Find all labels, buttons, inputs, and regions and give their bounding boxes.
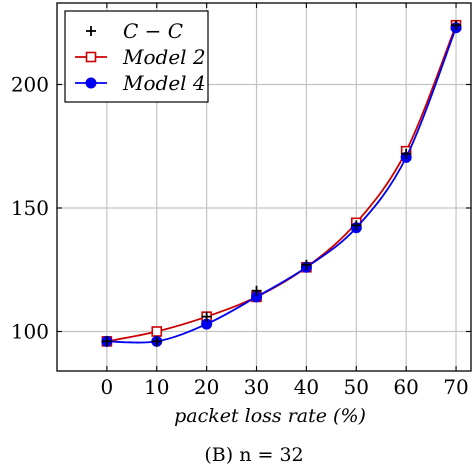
legend-marker <box>85 77 97 89</box>
legend-item: C − C <box>86 19 183 43</box>
data-point <box>101 336 112 347</box>
data-point <box>451 20 462 31</box>
data-point <box>401 148 412 159</box>
data-point <box>351 220 362 231</box>
legend-label: Model 2 <box>122 45 206 69</box>
x-tick-label: 40 <box>294 375 319 399</box>
data-point <box>301 259 312 270</box>
y-tick-label: 100 <box>11 319 49 343</box>
data-point <box>201 311 212 322</box>
data-point <box>151 336 162 347</box>
x-tick-label: 30 <box>244 375 269 399</box>
data-point <box>151 326 163 337</box>
y-tick-label: 150 <box>11 196 49 220</box>
legend-item: Model 4 <box>75 71 206 95</box>
series-0 <box>101 20 462 347</box>
legend-label: Model 4 <box>122 71 206 95</box>
plot-frame <box>56 2 472 372</box>
data-point <box>251 285 262 296</box>
x-tick-label: 50 <box>344 375 369 399</box>
x-tick-label: 0 <box>101 375 114 399</box>
series-layer <box>101 19 462 347</box>
x-axis-label: packet loss rate (%) <box>174 405 366 427</box>
legend-marker <box>86 26 96 36</box>
chart-caption: (B) n = 32 <box>204 444 303 466</box>
x-tick-label: 60 <box>393 375 418 399</box>
legend-label: C − C <box>123 19 183 43</box>
x-tick-label: 70 <box>443 375 468 399</box>
legend-marker <box>85 51 97 63</box>
legend-item: Model 2 <box>75 45 206 69</box>
x-tick-label: 10 <box>144 375 169 399</box>
y-tick-label: 200 <box>11 73 49 97</box>
ticks: 0 10 20 30 40 50 60 70 100 150 200 <box>11 3 471 399</box>
x-tick-label: 20 <box>194 375 219 399</box>
